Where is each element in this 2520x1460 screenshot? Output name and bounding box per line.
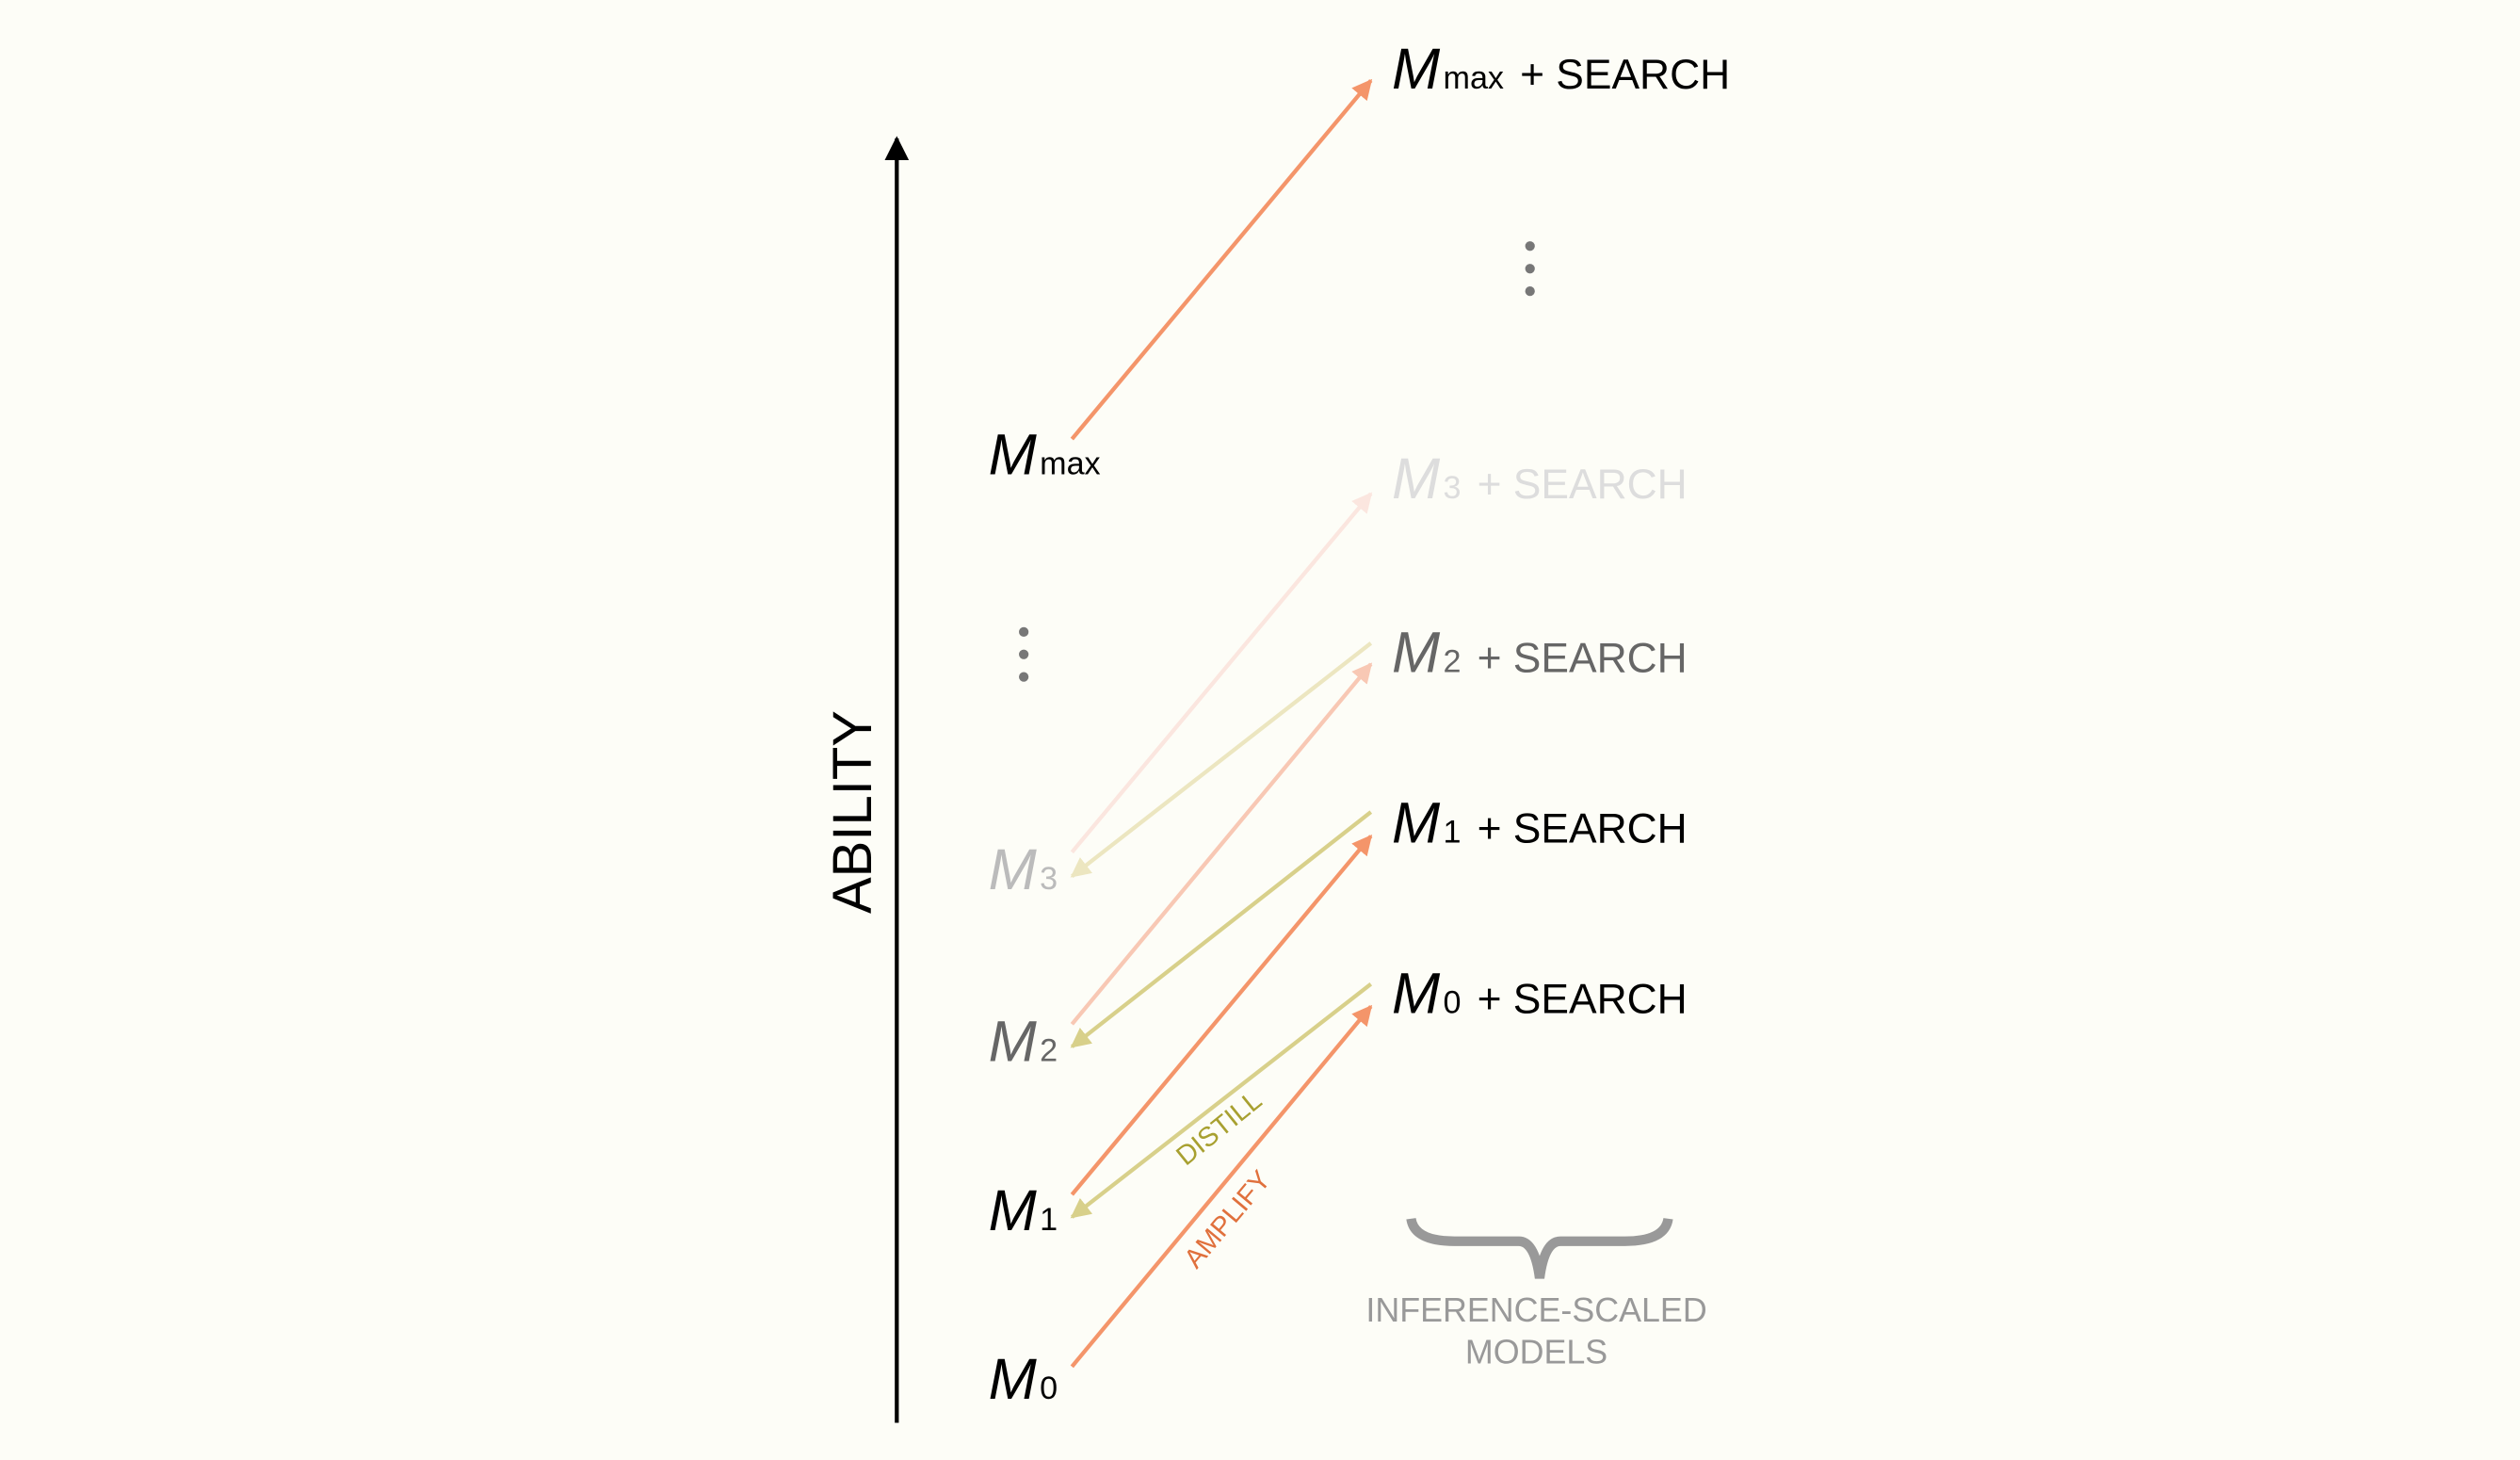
search-suffix: + SEARCH — [1478, 636, 1688, 682]
model-subscript: 0 — [1444, 984, 1462, 1020]
brace-label: INFERENCE-SCALED — [1365, 1291, 1706, 1329]
model-subscript: max — [1040, 446, 1100, 482]
model-subscript: 1 — [1444, 814, 1462, 850]
amplify-arrow — [1070, 78, 1373, 441]
model-letter: M — [1392, 446, 1441, 511]
amplify-arrow — [1070, 1004, 1373, 1369]
search-model-label: M 0 + SEARCH — [1392, 961, 1688, 1026]
model-letter: M — [989, 423, 1038, 488]
amplify-arrow — [1070, 492, 1373, 854]
model-subscript: max — [1444, 60, 1504, 96]
brace-label: MODELS — [1465, 1333, 1607, 1371]
model-letter: M — [1392, 961, 1441, 1026]
left-nodes: M 0M 1M 2M 3M max — [989, 423, 1101, 1412]
amplify-arrow — [1070, 662, 1373, 1026]
model-letter: M — [989, 837, 1038, 902]
search-model-label: M 3 + SEARCH — [1392, 446, 1688, 511]
distill-arrow — [1070, 810, 1373, 1048]
search-model-label: M 2 + SEARCH — [1392, 621, 1688, 686]
search-suffix: + SEARCH — [1478, 805, 1688, 852]
ellipsis — [1019, 241, 1535, 682]
model-letter: M — [1392, 37, 1441, 102]
amplify-arrow — [1070, 834, 1373, 1196]
search-suffix: + SEARCH — [1520, 52, 1730, 98]
arrows — [1070, 78, 1373, 1369]
search-model-label: M 1 + SEARCH — [1392, 790, 1688, 855]
distill-arrow — [1070, 981, 1373, 1219]
search-suffix: + SEARCH — [1478, 462, 1688, 508]
model-letter: M — [1392, 790, 1441, 855]
brace — [1406, 1217, 1673, 1279]
model-letter: M — [989, 1010, 1038, 1075]
model-subscript: 2 — [1444, 644, 1462, 680]
axis-label: ABILITY — [822, 710, 883, 914]
distill-arrow — [1070, 641, 1373, 878]
model-subscript: 3 — [1040, 861, 1058, 897]
model-letter: M — [1392, 621, 1441, 686]
model-subscript: 0 — [1040, 1371, 1058, 1406]
model-letter: M — [989, 1178, 1038, 1243]
model-subscript: 3 — [1444, 470, 1462, 506]
model-subscript: 1 — [1040, 1202, 1058, 1238]
model-subscript: 2 — [1040, 1033, 1058, 1069]
search-suffix: + SEARCH — [1478, 976, 1688, 1022]
model-letter: M — [989, 1347, 1038, 1412]
